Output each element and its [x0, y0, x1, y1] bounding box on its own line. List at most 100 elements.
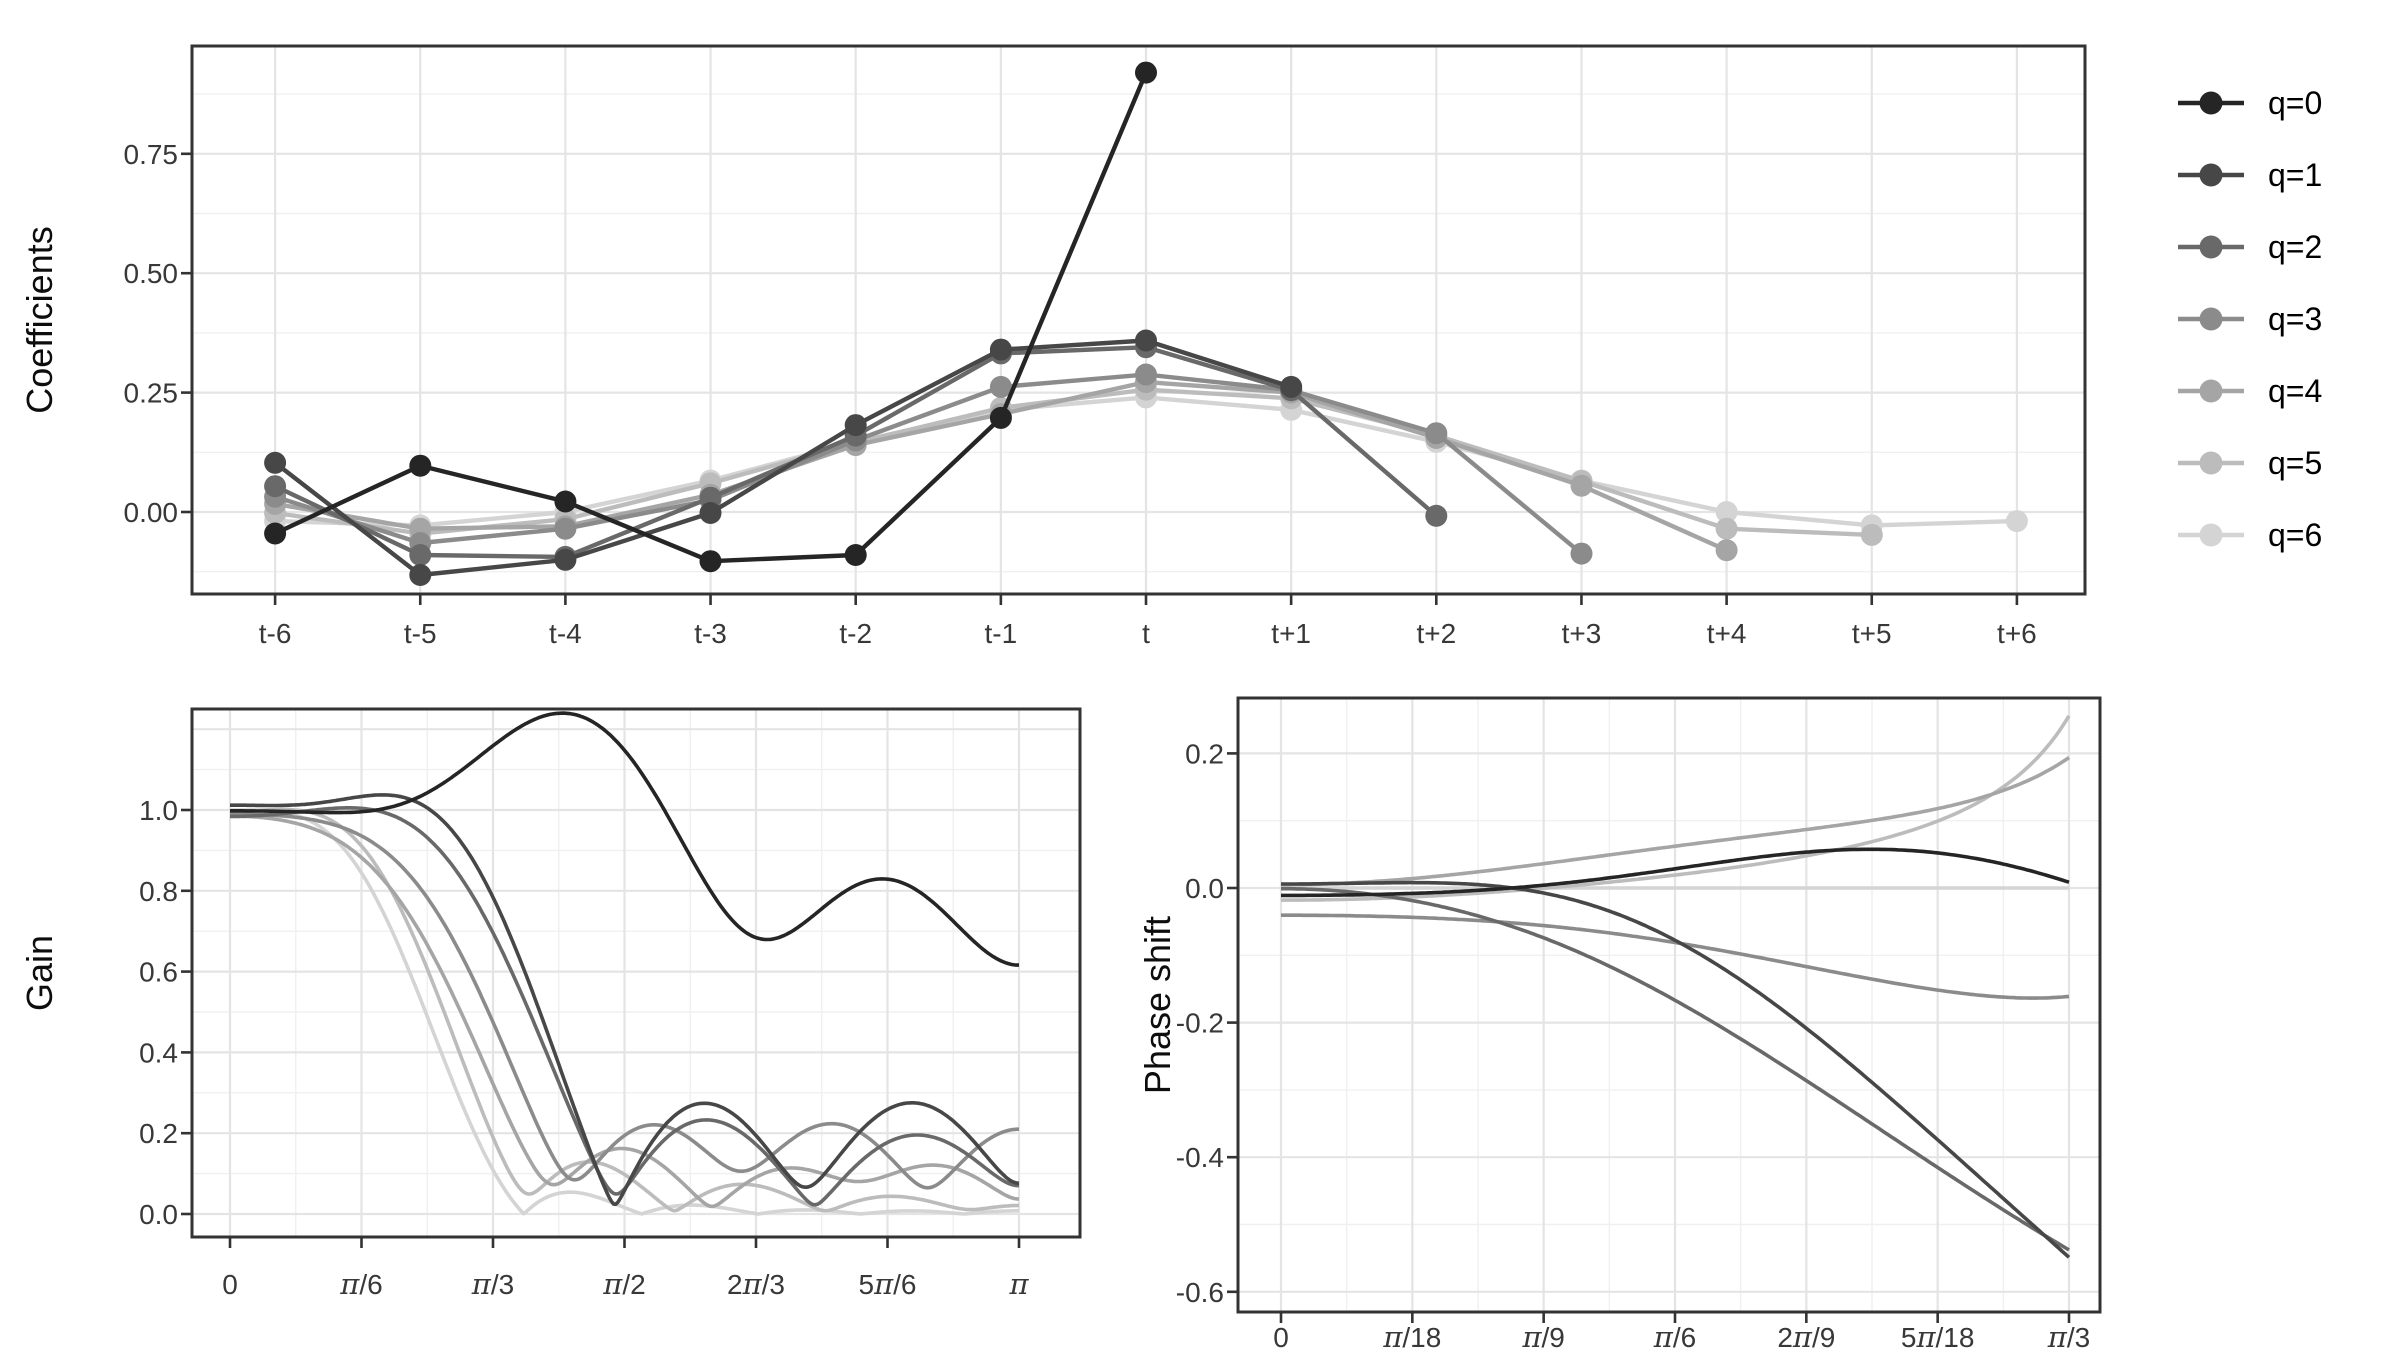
x-tick-label: t+5	[1852, 618, 1892, 649]
x-tick-label: t-2	[839, 618, 872, 649]
data-point	[2005, 510, 2028, 533]
panel-border	[190, 707, 1082, 1239]
coefficients-panel: t-6 t-5 t-4 t-3 t-2 t-1 t t+1 t+2 t+3 t+4 t+5 t+6 0.0…	[19, 44, 2087, 649]
y-axis-title-phase-shift: Phase shift	[1137, 916, 1178, 1094]
gain-curve-q6	[230, 808, 1019, 1216]
phase-curve-q0	[1281, 847, 2070, 898]
x-tick-label: π/2	[602, 1267, 645, 1301]
panel-background	[1238, 698, 2100, 1312]
legend-key-point	[2199, 91, 2223, 115]
legend-label: q=3	[2268, 301, 2322, 337]
panel-border	[1236, 696, 2102, 1314]
legend-item-q3: q=3	[2178, 301, 2322, 337]
legend-key-point	[2199, 307, 2223, 331]
data-point	[1570, 474, 1593, 497]
legend-key-point	[2199, 451, 2223, 475]
x-tick-label: π/9	[1521, 1320, 1564, 1350]
x-tick-label: 0	[1273, 1322, 1289, 1351]
axis-ticks	[1227, 752, 2071, 1323]
axis-ticks	[181, 808, 1021, 1248]
data-point	[264, 475, 287, 498]
legend-label: q=5	[2268, 445, 2322, 481]
y-tick-label: 0.75	[124, 138, 179, 169]
legend-item-q2: q=2	[2178, 229, 2322, 265]
y-tick-label: -0.6	[1176, 1276, 1224, 1307]
y-axis-title-gain: Gain	[19, 935, 60, 1011]
legend-item-q5: q=5	[2178, 445, 2322, 481]
data-point	[699, 502, 722, 524]
data-point	[264, 451, 287, 474]
data-point	[1425, 422, 1448, 445]
legend-label: q=4	[2268, 373, 2322, 409]
x-tick-label: π/3	[471, 1267, 514, 1301]
legend-item-q4: q=4	[2178, 373, 2322, 409]
x-tick-label: t-6	[259, 618, 292, 649]
legend-label: q=1	[2268, 157, 2322, 193]
x-tick-label: π/3	[2047, 1320, 2090, 1350]
data-point	[1715, 501, 1738, 523]
legend-label: q=0	[2268, 85, 2322, 121]
phase-curve-q5	[1280, 714, 2071, 902]
x-tick-label: t-1	[985, 618, 1018, 649]
phase-shift-panel: 0 π/18 π/9 π/6 2π/9 5π/18 π/3 0.2 0.0 -0.2 -0.4 -0.…	[1137, 696, 2102, 1354]
x-tick-label: t+3	[1562, 618, 1602, 649]
gain-curve-q0	[230, 711, 1019, 967]
y-tick-label: 0.8	[139, 875, 178, 906]
y-tick-label: -0.2	[1176, 1007, 1224, 1038]
y-tick-label: 0.0	[1185, 873, 1224, 904]
y-tick-label: 0.2	[139, 1118, 178, 1149]
panel-background	[192, 709, 1080, 1237]
x-tick-label: 2π/3	[727, 1267, 785, 1301]
data-point	[409, 454, 432, 477]
x-tick-label: t+6	[1997, 618, 2037, 649]
gain-curve-q4	[230, 814, 1020, 1209]
panel-background	[192, 46, 2085, 594]
x-tick-label: t-5	[404, 618, 437, 649]
data-point	[1135, 363, 1157, 386]
x-tick-label: t+1	[1271, 618, 1311, 649]
legend-item-q0: q=0	[2178, 85, 2322, 121]
gain-panel: 0 π/6 π/3 π/2 2π/3 5π/6 π 0.0 0.2 0.4 0.6 0.8 1.0 Gai…	[19, 707, 1082, 1301]
series-line	[272, 338, 1294, 578]
data-point	[1135, 61, 1157, 84]
x-tick-label: π/6	[339, 1267, 382, 1301]
phase-curves	[1280, 714, 2071, 1259]
series-q1	[264, 329, 1303, 586]
y-tick-label: 1.0	[139, 795, 178, 826]
series-q0	[264, 61, 1157, 573]
legend-key-point	[2199, 163, 2223, 187]
legend-key-point	[2199, 523, 2223, 547]
legend-item-q1: q=1	[2178, 157, 2322, 193]
y-axis-title-coefficients: Coefficients	[19, 226, 60, 413]
y-tick-label: 0.2	[1185, 738, 1224, 769]
phase-curve-q4	[1281, 756, 2071, 887]
data-point	[1425, 504, 1448, 527]
phase-curve-q2	[1281, 886, 2070, 1252]
panel-border	[190, 44, 2087, 596]
phase-curve-q1	[1281, 880, 2071, 1259]
y-tick-label: 0.25	[124, 377, 179, 408]
x-tick-label: t	[1142, 618, 1150, 649]
phase-curve-q3	[1281, 913, 2070, 1000]
gain-curves	[230, 711, 1020, 1216]
x-tick-label: t-3	[694, 618, 727, 649]
data-point	[989, 338, 1012, 361]
legend-label: q=2	[2268, 229, 2322, 265]
data-point	[409, 564, 432, 586]
legend: q=0 q=1 q=2 q=3 q=4 q=5 q=6	[2178, 85, 2322, 553]
data-point	[844, 414, 867, 437]
series-line	[272, 372, 1584, 556]
x-tick-label: 0	[222, 1269, 238, 1300]
y-tick-label: 0.6	[139, 956, 178, 987]
data-point	[1570, 542, 1593, 565]
x-tick-label: 5π/6	[859, 1267, 917, 1301]
data-point	[1280, 375, 1303, 398]
x-tick-label: t-4	[549, 618, 582, 649]
data-point	[409, 544, 432, 566]
data-point	[989, 375, 1012, 398]
x-tick-label: 5π/18	[1901, 1320, 1975, 1350]
legend-key-point	[2199, 235, 2223, 259]
y-tick-label: 0.0	[139, 1199, 178, 1230]
